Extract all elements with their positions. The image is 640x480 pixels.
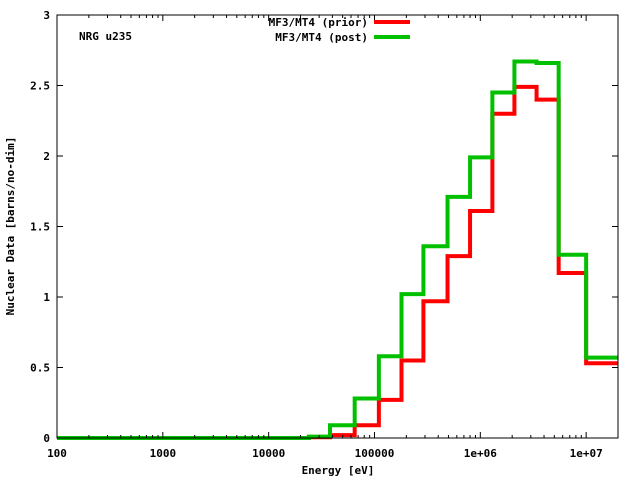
- y-tick-label: 2: [43, 150, 50, 163]
- legend: MF3/MT4 (prior) MF3/MT4 (post): [269, 16, 410, 44]
- chart-annotation: NRG u235: [79, 30, 132, 43]
- ticks-layer: 100 1000 10000 100000 1e+06 1e+07 0 0.5 1 1.5 2 2.5…: [30, 9, 619, 460]
- legend-entry-post: MF3/MT4 (post): [275, 31, 410, 44]
- plot-frame: [56, 14, 619, 439]
- y-tick-label: 1: [43, 291, 50, 304]
- y-axis-label: Nuclear Data [barns/no-dim]: [4, 137, 17, 316]
- y-tick-label: 0: [43, 432, 50, 445]
- y-tick-label: 0.5: [30, 362, 50, 375]
- x-tick-label: 100000: [355, 447, 395, 460]
- legend-entry-prior: MF3/MT4 (prior): [269, 16, 410, 29]
- series-layer: [57, 59, 618, 440]
- y-tick-label: 2.5: [30, 80, 50, 93]
- x-axis-label: Energy [eV]: [302, 464, 375, 477]
- x-tick-label: 10000: [252, 447, 285, 460]
- x-tick-label: 100: [47, 447, 67, 460]
- y-tick-label: 3: [43, 9, 50, 22]
- x-tick-label: 1e+06: [464, 447, 497, 460]
- legend-label-post: MF3/MT4 (post): [275, 31, 368, 44]
- legend-label-prior: MF3/MT4 (prior): [269, 16, 368, 29]
- series-line-prior: [57, 84, 618, 440]
- x-tick-label: 1e+07: [570, 447, 603, 460]
- series-line-post: [57, 59, 618, 440]
- y-tick-label: 1.5: [30, 221, 50, 234]
- x-tick-label: 1000: [150, 447, 177, 460]
